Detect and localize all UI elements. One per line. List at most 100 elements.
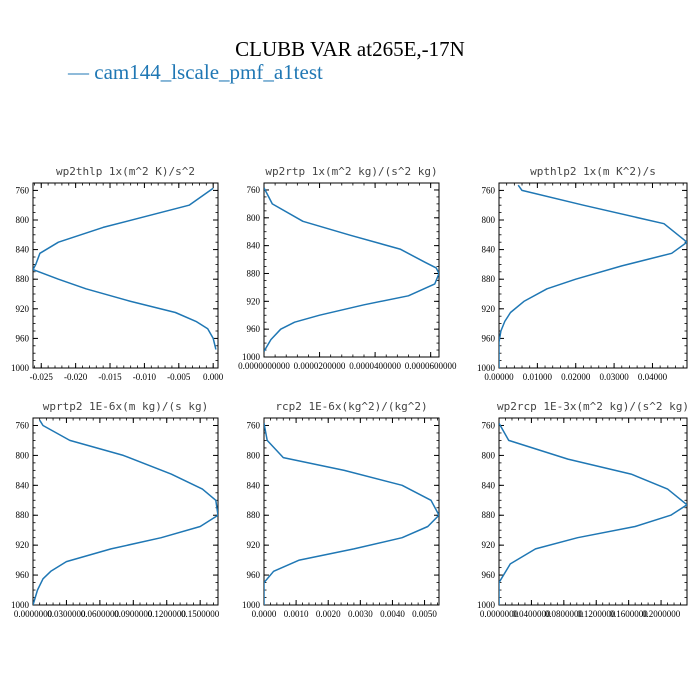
legend: — cam144_lscale_pmf_a1test	[68, 60, 323, 85]
x-tick-label: 0.01000	[523, 372, 553, 382]
y-tick-label: 840	[16, 480, 30, 490]
y-tick-label: 760	[482, 185, 496, 195]
panel-3: wpthlp2 1x(m K^2)/s 760 800 840 880 920 960 100…	[477, 165, 688, 382]
x-tick-label: -0.005	[167, 372, 191, 382]
series-line	[33, 419, 218, 605]
legend-line-marker: —	[68, 60, 95, 84]
x-tick-label: 0.1200000	[577, 609, 616, 619]
x-tick-label: 0.0000600000	[405, 361, 457, 371]
y-tick-label: 960	[482, 570, 496, 580]
figure-title: CLUBB VAR at265E,-17N	[235, 37, 465, 61]
x-tick-label: 0.0050	[412, 609, 437, 619]
y-tick-label: 960	[16, 333, 30, 343]
x-tick-label: 0.0010	[284, 609, 309, 619]
y-tick-label: 760	[16, 185, 30, 195]
y-tick-label: 800	[247, 450, 261, 460]
y-tick-label: 840	[16, 245, 30, 255]
panel-title: wpthlp2 1x(m K^2)/s	[530, 165, 656, 178]
y-tick-label: 1000	[242, 352, 261, 362]
y-tick-label: 840	[247, 241, 261, 251]
panel-4: wprtp2 1E-6x(m kg)/(s kg) 760 800 840 880 920…	[11, 400, 220, 619]
plot-frame	[263, 182, 440, 358]
plot-frame	[498, 182, 688, 369]
x-tick-label: 0.1200000	[148, 609, 187, 619]
x-tick-label: 0.0300000	[47, 609, 86, 619]
y-tick-label: 960	[247, 324, 261, 334]
x-tick-label: 0.0800000	[545, 609, 584, 619]
x-tick-label: -0.025	[30, 372, 54, 382]
x-tick-label: 0.0000200000	[294, 361, 346, 371]
series-line	[264, 187, 439, 352]
y-tick-label: 1000	[11, 363, 30, 373]
panel-title: rcp2 1E-6x(kg^2)/(kg^2)	[275, 400, 427, 413]
series-line	[499, 422, 687, 605]
y-tick-label: 800	[482, 450, 496, 460]
y-tick-label: 840	[247, 480, 261, 490]
y-tick-label: 840	[482, 245, 496, 255]
y-tick-label: 920	[482, 304, 496, 314]
y-tick-label: 920	[16, 540, 30, 550]
x-tick-label: -0.020	[64, 372, 88, 382]
x-tick-label: -0.015	[98, 372, 122, 382]
panel-title: wprtp2 1E-6x(m kg)/(s kg)	[43, 400, 209, 413]
y-tick-label: 920	[482, 540, 496, 550]
x-tick-label: 0.0030	[348, 609, 373, 619]
x-tick-label: 0.0000400000	[349, 361, 401, 371]
panel-title: wp2rcp 1E-3x(m^2 kg)/(s^2 kg)	[497, 400, 689, 413]
plot-frame	[263, 417, 440, 606]
y-tick-label: 760	[247, 420, 261, 430]
y-tick-label: 880	[482, 510, 496, 520]
y-tick-label: 920	[247, 296, 261, 306]
y-tick-label: 800	[16, 450, 30, 460]
y-tick-label: 880	[247, 268, 261, 278]
plot-frame	[32, 417, 219, 606]
plot-frame	[498, 417, 688, 606]
y-tick-label: 920	[247, 540, 261, 550]
plot-frame	[32, 182, 219, 369]
y-tick-label: 800	[16, 215, 30, 225]
panel-2: wp2rtp 1x(m^2 kg)/(s^2 kg) 760 800 840 880 92…	[238, 165, 457, 371]
x-tick-label: 0.0900000	[114, 609, 153, 619]
y-tick-label: 880	[16, 510, 30, 520]
y-tick-label: 880	[16, 274, 30, 284]
panel-title: wp2rtp 1x(m^2 kg)/(s^2 kg)	[265, 165, 437, 178]
x-tick-label: 0.2000000	[642, 609, 681, 619]
series-line	[264, 423, 439, 605]
panel-6: wp2rcp 1E-3x(m^2 kg)/(s^2 kg)760 800 840 88…	[477, 400, 689, 619]
y-tick-label: 1000	[11, 600, 30, 610]
y-tick-label: 1000	[477, 600, 496, 610]
y-tick-label: 960	[16, 570, 30, 580]
x-tick-label: 0.0000000	[480, 609, 519, 619]
y-tick-label: 960	[247, 570, 261, 580]
x-tick-label: 0.1500000	[181, 609, 220, 619]
y-tick-label: 800	[482, 215, 496, 225]
y-tick-label: 760	[16, 420, 30, 430]
y-tick-label: 800	[247, 213, 261, 223]
x-tick-label: 0.0000	[252, 609, 277, 619]
y-tick-label: 920	[16, 304, 30, 314]
series-line	[499, 184, 687, 368]
x-tick-label: 0.00000	[484, 372, 514, 382]
x-tick-label: 0.0400000	[512, 609, 551, 619]
x-tick-label: 0.03000	[599, 372, 629, 382]
y-tick-label: 840	[482, 480, 496, 490]
x-tick-label: 0.0000000	[14, 609, 53, 619]
x-tick-label: 0.02000	[561, 372, 591, 382]
x-tick-label: 0.000	[203, 372, 224, 382]
panel-1: wp2thlp 1x(m^2 K)/s^2 760 800 840 880 920 960 1…	[11, 165, 224, 382]
x-tick-label: 0.04000	[638, 372, 668, 382]
x-tick-label: 0.0020	[316, 609, 341, 619]
series-line	[33, 187, 217, 350]
y-tick-label: 760	[482, 420, 496, 430]
x-tick-label: 0.0040	[380, 609, 405, 619]
x-tick-label: 0.1600000	[610, 609, 649, 619]
panel-5: rcp2 1E-6x(kg^2)/(kg^2) 760 800 840 880 920 96…	[242, 400, 440, 619]
y-tick-label: 880	[482, 274, 496, 284]
legend-label: cam144_lscale_pmf_a1test	[94, 60, 323, 84]
x-tick-label: 0.0600000	[81, 609, 120, 619]
y-tick-label: 960	[482, 333, 496, 343]
y-tick-label: 760	[247, 185, 261, 195]
y-tick-label: 880	[247, 510, 261, 520]
y-tick-label: 1000	[242, 600, 261, 610]
